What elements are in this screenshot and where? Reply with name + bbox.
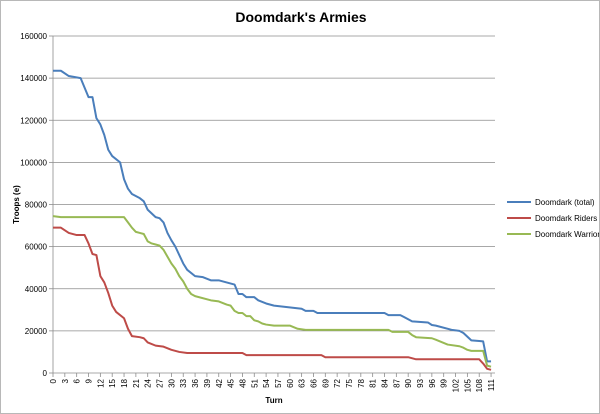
x-tick-label: 57 [274, 378, 283, 387]
x-tick-label: 78 [357, 378, 366, 387]
x-tick-label: 9 [85, 378, 94, 383]
y-tick-label: 60000 [25, 243, 48, 252]
x-tick-label: 102 [452, 378, 461, 392]
x-tick-label: 45 [227, 378, 236, 387]
series-line-2 [53, 226, 492, 371]
x-tick-label: 75 [345, 378, 354, 387]
x-tick-label: 24 [144, 378, 153, 387]
x-tick-label: 108 [475, 378, 484, 392]
x-tick-label: 6 [73, 378, 82, 383]
x-tick-label: 99 [440, 378, 449, 387]
x-tick-label: 36 [191, 378, 200, 387]
legend: Doomdark (total) Doomdark Riders Doomdark … [507, 198, 599, 239]
y-tick-label: 100000 [20, 158, 47, 167]
y-tick-label: 120000 [20, 116, 47, 125]
x-axis-ticks: 0 3 6 9 12 15 18 21 24 27 30 33 36 39 42 45 48 51 54 57 60 63… [49, 373, 496, 392]
x-tick-label: 93 [416, 378, 425, 387]
x-tick-label: 60 [286, 378, 295, 387]
x-tick-label: 21 [132, 378, 141, 387]
x-tick-label: 48 [238, 378, 247, 387]
y-tick-label: 20000 [25, 327, 48, 336]
x-tick-label: 30 [167, 378, 176, 387]
legend-label: Doomdark (total) [535, 198, 595, 207]
chart-title: Doomdark's Armies [235, 9, 366, 25]
x-tick-label: 66 [309, 378, 318, 387]
x-tick-label: 33 [179, 378, 188, 387]
legend-label: Doomdark Warriors [535, 230, 599, 239]
x-tick-label: 111 [487, 378, 496, 391]
x-tick-label: 51 [250, 378, 259, 387]
y-tick-label: 160000 [20, 32, 47, 41]
y-axis-title: Troops (e) [12, 185, 21, 224]
x-tick-label: 69 [321, 378, 330, 387]
gridlines [53, 35, 495, 332]
x-tick-label: 18 [120, 378, 129, 387]
x-tick-label: 72 [333, 378, 342, 387]
y-tick-label: 140000 [20, 74, 47, 83]
y-tick-label: 0 [43, 369, 48, 378]
x-tick-label: 90 [404, 378, 413, 387]
legend-label: Doomdark Riders [535, 214, 597, 223]
x-tick-label: 87 [392, 378, 401, 387]
series-line-1 [53, 69, 492, 363]
x-tick-label: 105 [463, 378, 472, 392]
x-axis-title: Turn [265, 396, 282, 405]
x-tick-label: 42 [215, 378, 224, 387]
x-tick-label: 3 [61, 378, 70, 383]
x-tick-label: 0 [49, 378, 58, 383]
y-tick-label: 40000 [25, 285, 48, 294]
x-tick-label: 12 [96, 378, 105, 387]
x-tick-label: 81 [369, 378, 378, 387]
series-lines [52, 69, 492, 371]
x-tick-label: 63 [298, 378, 307, 387]
x-tick-label: 84 [381, 378, 390, 387]
x-tick-label: 27 [156, 378, 165, 387]
x-tick-label: 15 [108, 378, 117, 387]
y-axis-ticks: 0 20000 40000 60000 80000 100000 120000 140000 1… [20, 32, 53, 378]
x-tick-label: 39 [203, 378, 212, 387]
series-line-3 [52, 215, 492, 368]
x-tick-label: 96 [428, 378, 437, 387]
y-tick-label: 80000 [25, 201, 48, 210]
x-tick-label: 54 [262, 378, 271, 387]
